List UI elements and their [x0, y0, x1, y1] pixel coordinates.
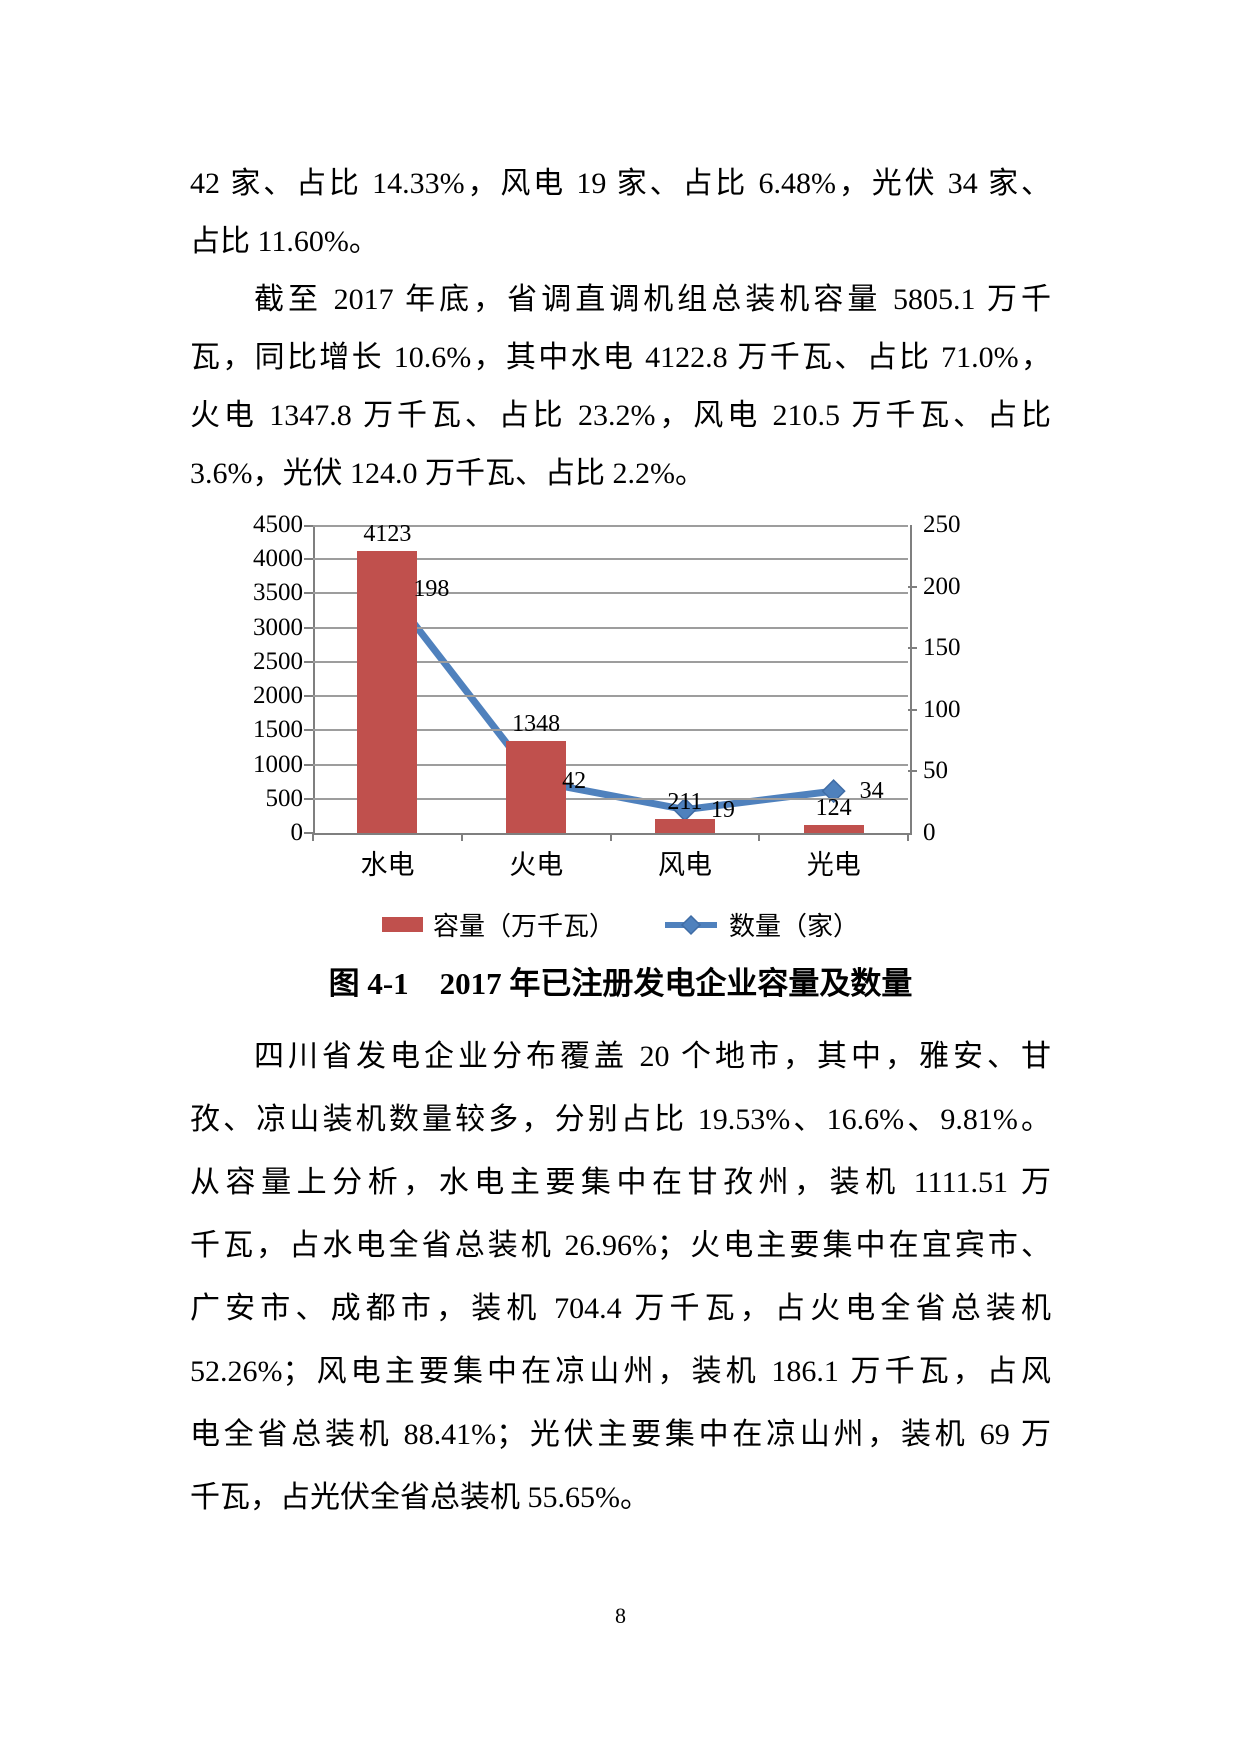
left-axis-label: 2000 [253, 682, 303, 710]
right-axis-label: 250 [923, 511, 961, 538]
body-text-bottom: 四川省发电企业分布覆盖 20 个地市，其中，雅安、甘孜、凉山装机数量较多，分别占… [190, 1025, 1051, 1529]
left-axis-label: 1500 [253, 716, 303, 744]
chart-legend: 容量（万千瓦） 数量（家） [0, 906, 1241, 943]
body-line: 广安市、成都市，装机 704.4 万千瓦，占火电全省总装机 [190, 1292, 1051, 1325]
legend-bar-swatch-icon [381, 917, 423, 932]
left-axis-label: 0 [290, 819, 304, 846]
gridline [313, 695, 908, 698]
x-axis-tick [312, 833, 314, 841]
left-axis-tick [304, 558, 313, 561]
body-line: 占比 11.60%。 [190, 225, 379, 258]
body-line: 从容量上分析，水电主要集中在甘孜州，装机 1111.51 万 [190, 1166, 1051, 1199]
right-axis-label: 150 [923, 634, 961, 662]
left-axis-tick [304, 797, 313, 800]
line-value-label: 198 [413, 576, 450, 603]
bar-value-label: 211 [667, 788, 703, 815]
page-number: 8 [615, 1603, 626, 1628]
line-value-label: 19 [710, 796, 735, 823]
body-line: 截至 2017 年底，省调直调机组总装机容量 5805.1 万千 [254, 283, 1051, 316]
gridline [313, 558, 908, 561]
plot-area [313, 525, 912, 835]
body-line: 瓦，同比增长 10.6%，其中水电 4122.8 万千瓦、占比 71.0%， [190, 341, 1051, 374]
right-axis-tick [908, 708, 917, 711]
combo-chart: 0 500 1000 1500 2000 2500 3000 3500 4000 4500 0 50 1… [253, 512, 961, 881]
right-axis-label: 200 [923, 572, 961, 600]
left-axis-tick [304, 695, 313, 698]
body-line: 四川省发电企业分布覆盖 20 个地市，其中，雅安、甘 [254, 1040, 1051, 1073]
left-axis-label: 500 [265, 784, 304, 812]
right-axis-label: 0 [923, 819, 936, 846]
legend-bar-label: 容量（万千瓦） [432, 912, 615, 941]
body-line: 42 家、占比 14.33%，风电 19 家、占比 6.48%，光伏 34 家、 [190, 167, 1051, 200]
category-label: 风电 [658, 850, 712, 880]
left-axis-tick [304, 729, 313, 732]
left-axis-label: 3500 [253, 579, 303, 607]
x-axis-tick [460, 833, 463, 841]
gridline [313, 660, 908, 663]
body-line: 千瓦，占水电全省总装机 26.96%；火电主要集中在宜宾市、 [190, 1229, 1051, 1262]
gridline [313, 797, 908, 800]
bar [654, 818, 715, 833]
body-line: 孜、凉山装机数量较多，分别占比 19.53%、16.6%、9.81%。 [190, 1103, 1051, 1136]
gridline [313, 626, 908, 629]
gridline [313, 763, 908, 766]
category-label: 水电 [360, 850, 415, 880]
bar-value-label: 124 [815, 794, 852, 821]
bar [506, 740, 567, 833]
gridline [313, 729, 908, 732]
legend-line-label: 数量（家） [729, 912, 860, 941]
body-line: 3.6%，光伏 124.0 万千瓦、占比 2.2%。 [190, 457, 705, 490]
x-axis-tick [907, 833, 909, 841]
left-axis-label: 4500 [253, 511, 303, 538]
gridline [313, 592, 908, 595]
left-axis-tick [304, 832, 313, 834]
bar [357, 550, 418, 833]
right-axis-tick [908, 647, 917, 650]
left-axis-tick [304, 660, 313, 663]
bar-value-label: 4123 [363, 520, 412, 547]
left-axis-tick [304, 525, 313, 527]
figure-caption: 图 4-1 2017 年已注册发电企业容量及数量 [328, 966, 913, 1001]
left-axis-label: 1000 [253, 750, 303, 778]
line-value-label: 42 [562, 768, 587, 795]
line-value-label: 34 [859, 778, 884, 805]
left-axis-label: 4000 [253, 545, 303, 573]
category-label: 光电 [806, 850, 861, 880]
x-axis-tick [758, 833, 761, 841]
left-axis-label: 3000 [253, 613, 303, 641]
right-axis-tick [908, 585, 917, 588]
gridline [313, 525, 908, 527]
left-axis-tick [304, 592, 313, 595]
body-line: 火电 1347.8 万千瓦、占比 23.2%，风电 210.5 万千瓦、占比 [190, 399, 1051, 432]
right-axis-label: 100 [923, 695, 961, 723]
right-axis-label: 50 [923, 757, 948, 785]
bar [803, 824, 864, 833]
right-axis-tick [908, 770, 917, 773]
bar-value-label: 1348 [512, 710, 561, 737]
category-label: 火电 [509, 850, 564, 880]
body-line: 千瓦，占光伏全省总装机 55.65%。 [190, 1481, 650, 1514]
x-axis-tick [609, 833, 612, 841]
legend-line-marker-icon [665, 914, 717, 935]
left-axis-tick [304, 626, 313, 629]
left-axis-tick [304, 763, 313, 766]
body-line: 52.26%；风电主要集中在凉山州，装机 186.1 万千瓦，占风 [190, 1355, 1051, 1388]
left-axis-label: 2500 [253, 647, 303, 675]
body-text-top: 42 家、占比 14.33%，风电 19 家、占比 6.48%，光伏 34 家、… [190, 155, 1051, 503]
body-line: 电全省总装机 88.41%；光伏主要集中在凉山州，装机 69 万 [190, 1418, 1051, 1451]
